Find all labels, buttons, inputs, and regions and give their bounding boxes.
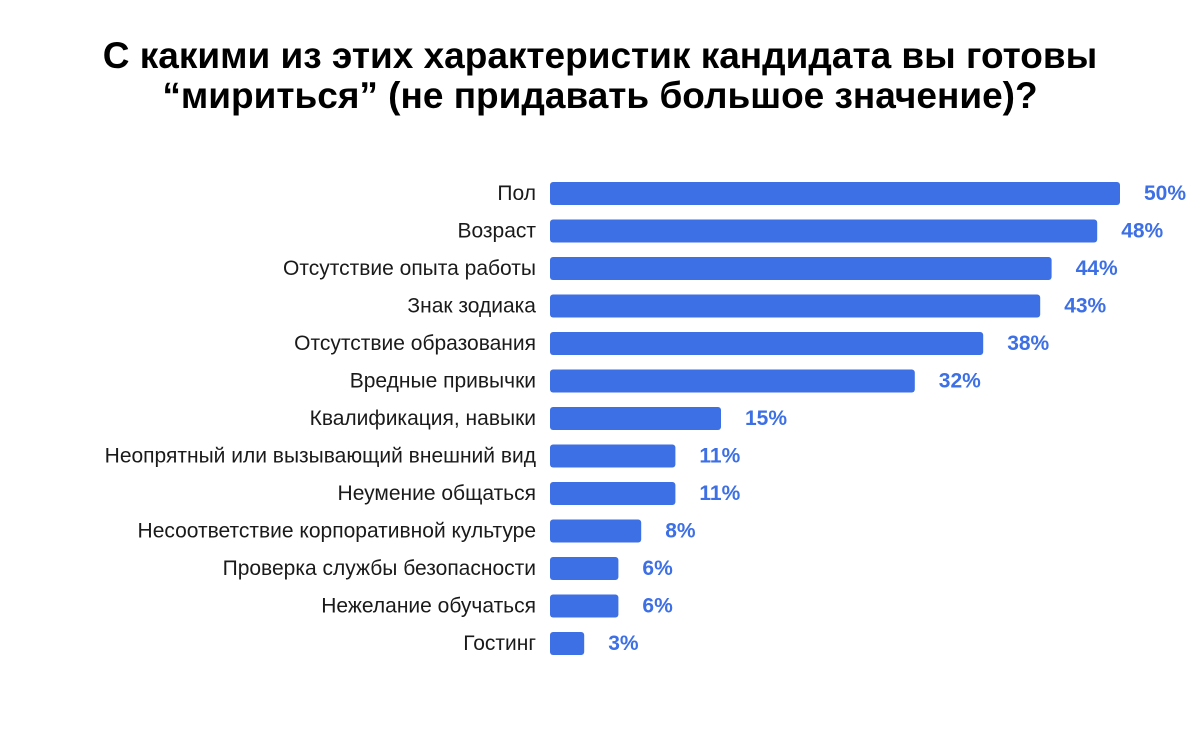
bar	[550, 444, 676, 468]
bar	[550, 294, 1041, 318]
value-label: 8%	[665, 520, 696, 543]
value-label: 38%	[1007, 332, 1049, 355]
category-label: Несоответствие корпоративной культуре	[138, 520, 536, 543]
bar	[550, 557, 619, 580]
bars-group: Пол 50% Возраст 48% Отсутствие опыта работы 4…	[105, 182, 1186, 655]
category-label: Квалификация, навыки	[310, 407, 536, 430]
bar	[550, 482, 676, 505]
category-label: Знак зодиака	[407, 295, 536, 318]
bar	[550, 332, 984, 355]
value-label: 3%	[608, 632, 639, 655]
value-label: 6%	[642, 595, 673, 618]
bar	[550, 369, 915, 393]
value-label: 50%	[1144, 182, 1186, 205]
category-label: Гостинг	[463, 632, 536, 655]
value-label: 32%	[939, 370, 981, 393]
value-label: 48%	[1121, 220, 1163, 243]
category-label: Проверка службы безопасности	[223, 557, 536, 580]
bar	[550, 632, 585, 655]
value-label: 43%	[1064, 295, 1106, 318]
chart-title-line-1: С какими из этих характеристик кандидата…	[102, 35, 1098, 76]
value-label: 11%	[699, 445, 740, 468]
bar	[550, 519, 642, 543]
category-label: Пол	[497, 182, 536, 205]
chart-title: С какими из этих характеристик кандидата…	[0, 36, 1200, 116]
category-label: Отсутствие образования	[294, 332, 536, 355]
category-label: Вредные привычки	[350, 370, 536, 393]
category-label: Возраст	[457, 220, 536, 243]
category-label: Нежелание обучаться	[321, 595, 536, 618]
value-label: 11%	[699, 482, 740, 505]
value-label: 15%	[745, 407, 787, 430]
bar	[550, 182, 1120, 205]
bar	[550, 257, 1052, 280]
bar	[550, 594, 619, 618]
bar	[550, 219, 1098, 243]
category-label: Неумение общаться	[338, 482, 536, 505]
chart-title-line-2: “мириться” (не придавать большое значени…	[162, 75, 1038, 116]
bar	[550, 407, 721, 430]
value-label: 6%	[642, 557, 673, 580]
category-label: Отсутствие опыта работы	[283, 257, 536, 280]
value-label: 44%	[1076, 257, 1118, 280]
category-label: Неопрятный или вызывающий внешний вид	[105, 445, 536, 468]
